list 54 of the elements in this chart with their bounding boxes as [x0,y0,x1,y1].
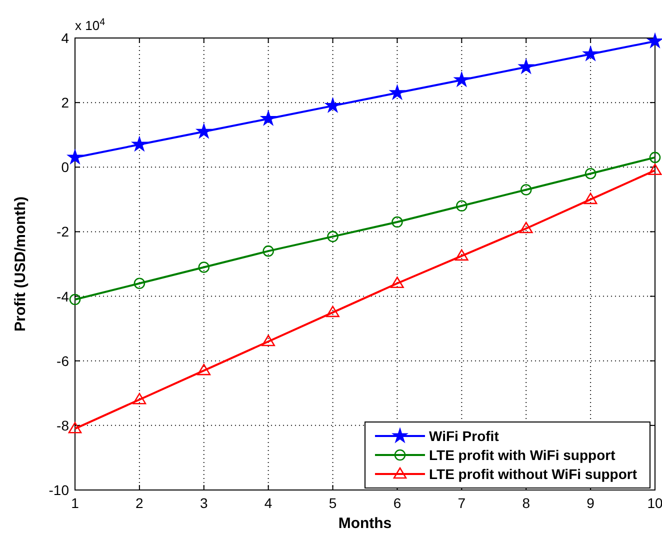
point [198,262,210,273]
x-tick-label: 9 [586,495,595,511]
x-axis-title: Months [338,515,392,532]
point [325,98,340,112]
y-tick-label: 2 [61,94,70,111]
point [326,306,340,318]
point [132,392,146,404]
point [68,422,82,434]
y-tick-label: -4 [56,288,70,304]
legend-label: LTE profit with WiFi support [429,447,616,463]
point [455,249,468,261]
y-tick-label: -8 [56,417,70,434]
x-tick-label: 8 [522,495,530,511]
x-tick-label: 1 [71,495,80,511]
point [454,72,470,86]
y-tick-label: 4 [61,30,70,46]
point [134,278,146,290]
point [456,200,468,212]
point [583,46,598,61]
point [262,245,274,257]
y-axis-title: Profit (USD/month) [12,196,29,332]
point [518,59,534,74]
y-tick-label: -6 [56,352,70,369]
x-tick-label: 5 [328,495,337,511]
point [260,110,276,126]
x-tick-label: 7 [458,495,466,511]
x-tick-label: 3 [200,495,208,511]
x-tick-label: 4 [264,495,272,511]
point [584,168,596,180]
x-tick-label: 6 [393,495,402,511]
point [392,216,403,228]
point [648,164,662,176]
point [197,364,211,376]
y-tick-label: -10 [48,482,70,498]
point [519,222,533,234]
point [649,152,661,164]
x-tick-label: 10 [647,495,662,511]
y-tick-label: -2 [56,224,70,240]
point [262,334,275,346]
point [132,136,147,151]
point [196,124,212,138]
legend-label: WiFi Profit [429,428,500,444]
x-tick-label: 2 [136,495,144,511]
point [69,294,81,306]
point [648,33,662,48]
point [584,192,598,204]
point [390,276,404,288]
point [520,184,532,196]
point [390,85,405,100]
y-tick-label: 0 [61,159,70,176]
text: x 10$^{4}$ [75,16,106,33]
point [327,230,338,242]
legend-label: LTE profit without WiFi support [429,466,638,482]
point [68,150,82,164]
